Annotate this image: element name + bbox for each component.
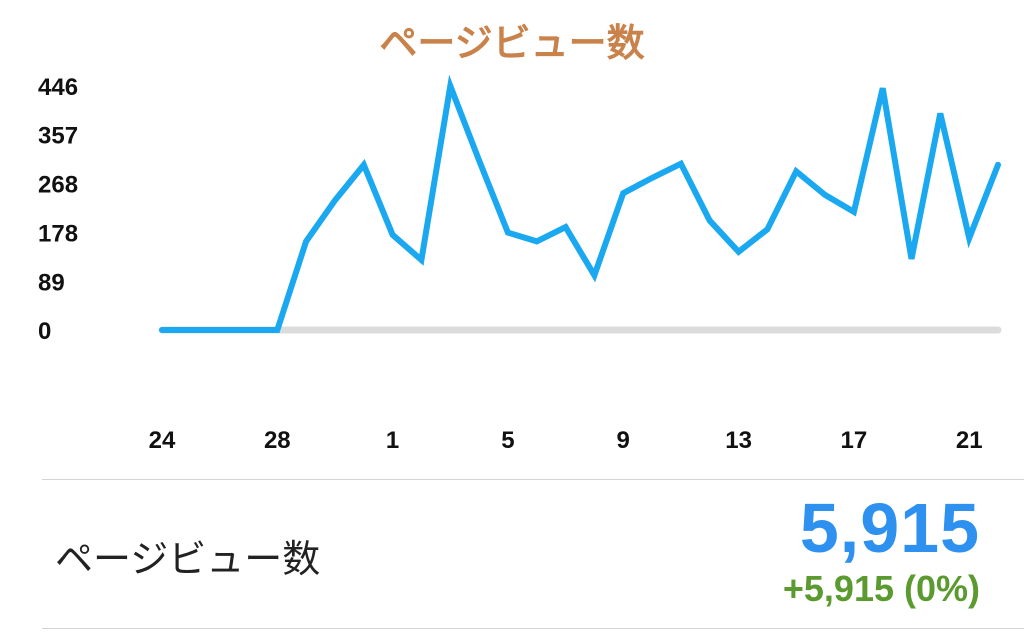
- x-tick-label: 1: [386, 427, 399, 454]
- x-tick-label: 21: [956, 427, 983, 454]
- y-tick-label: 268: [38, 171, 78, 198]
- y-tick-label: 446: [38, 74, 78, 101]
- divider: [42, 479, 1024, 480]
- y-tick-label: 0: [38, 318, 51, 345]
- x-tick-label: 5: [501, 427, 514, 454]
- summary-change: +5,915 (0%): [782, 568, 980, 609]
- y-tick-label: 357: [38, 123, 78, 150]
- x-tick-label: 13: [725, 427, 752, 454]
- divider: [42, 628, 1024, 629]
- x-tick-label: 17: [841, 427, 868, 454]
- chart-title: ページビュー数: [379, 21, 645, 65]
- summary-total: 5,915: [799, 489, 980, 567]
- x-axis-ticks: 24 28 1 5 9 13 17 21: [149, 427, 983, 454]
- y-axis-ticks: 0 89 178 268 357 446: [38, 74, 78, 345]
- x-tick-label: 24: [149, 427, 176, 454]
- summary-label: ページビュー数: [55, 537, 321, 581]
- x-tick-label: 28: [264, 427, 291, 454]
- y-tick-label: 89: [38, 269, 65, 296]
- y-tick-label: 178: [38, 221, 78, 248]
- line-chart: 0 89 178 268 357 446 24 28 1 5 9 13 17 21: [38, 74, 1002, 454]
- pageviews-series-line: [159, 74, 1001, 333]
- x-tick-label: 9: [617, 427, 630, 454]
